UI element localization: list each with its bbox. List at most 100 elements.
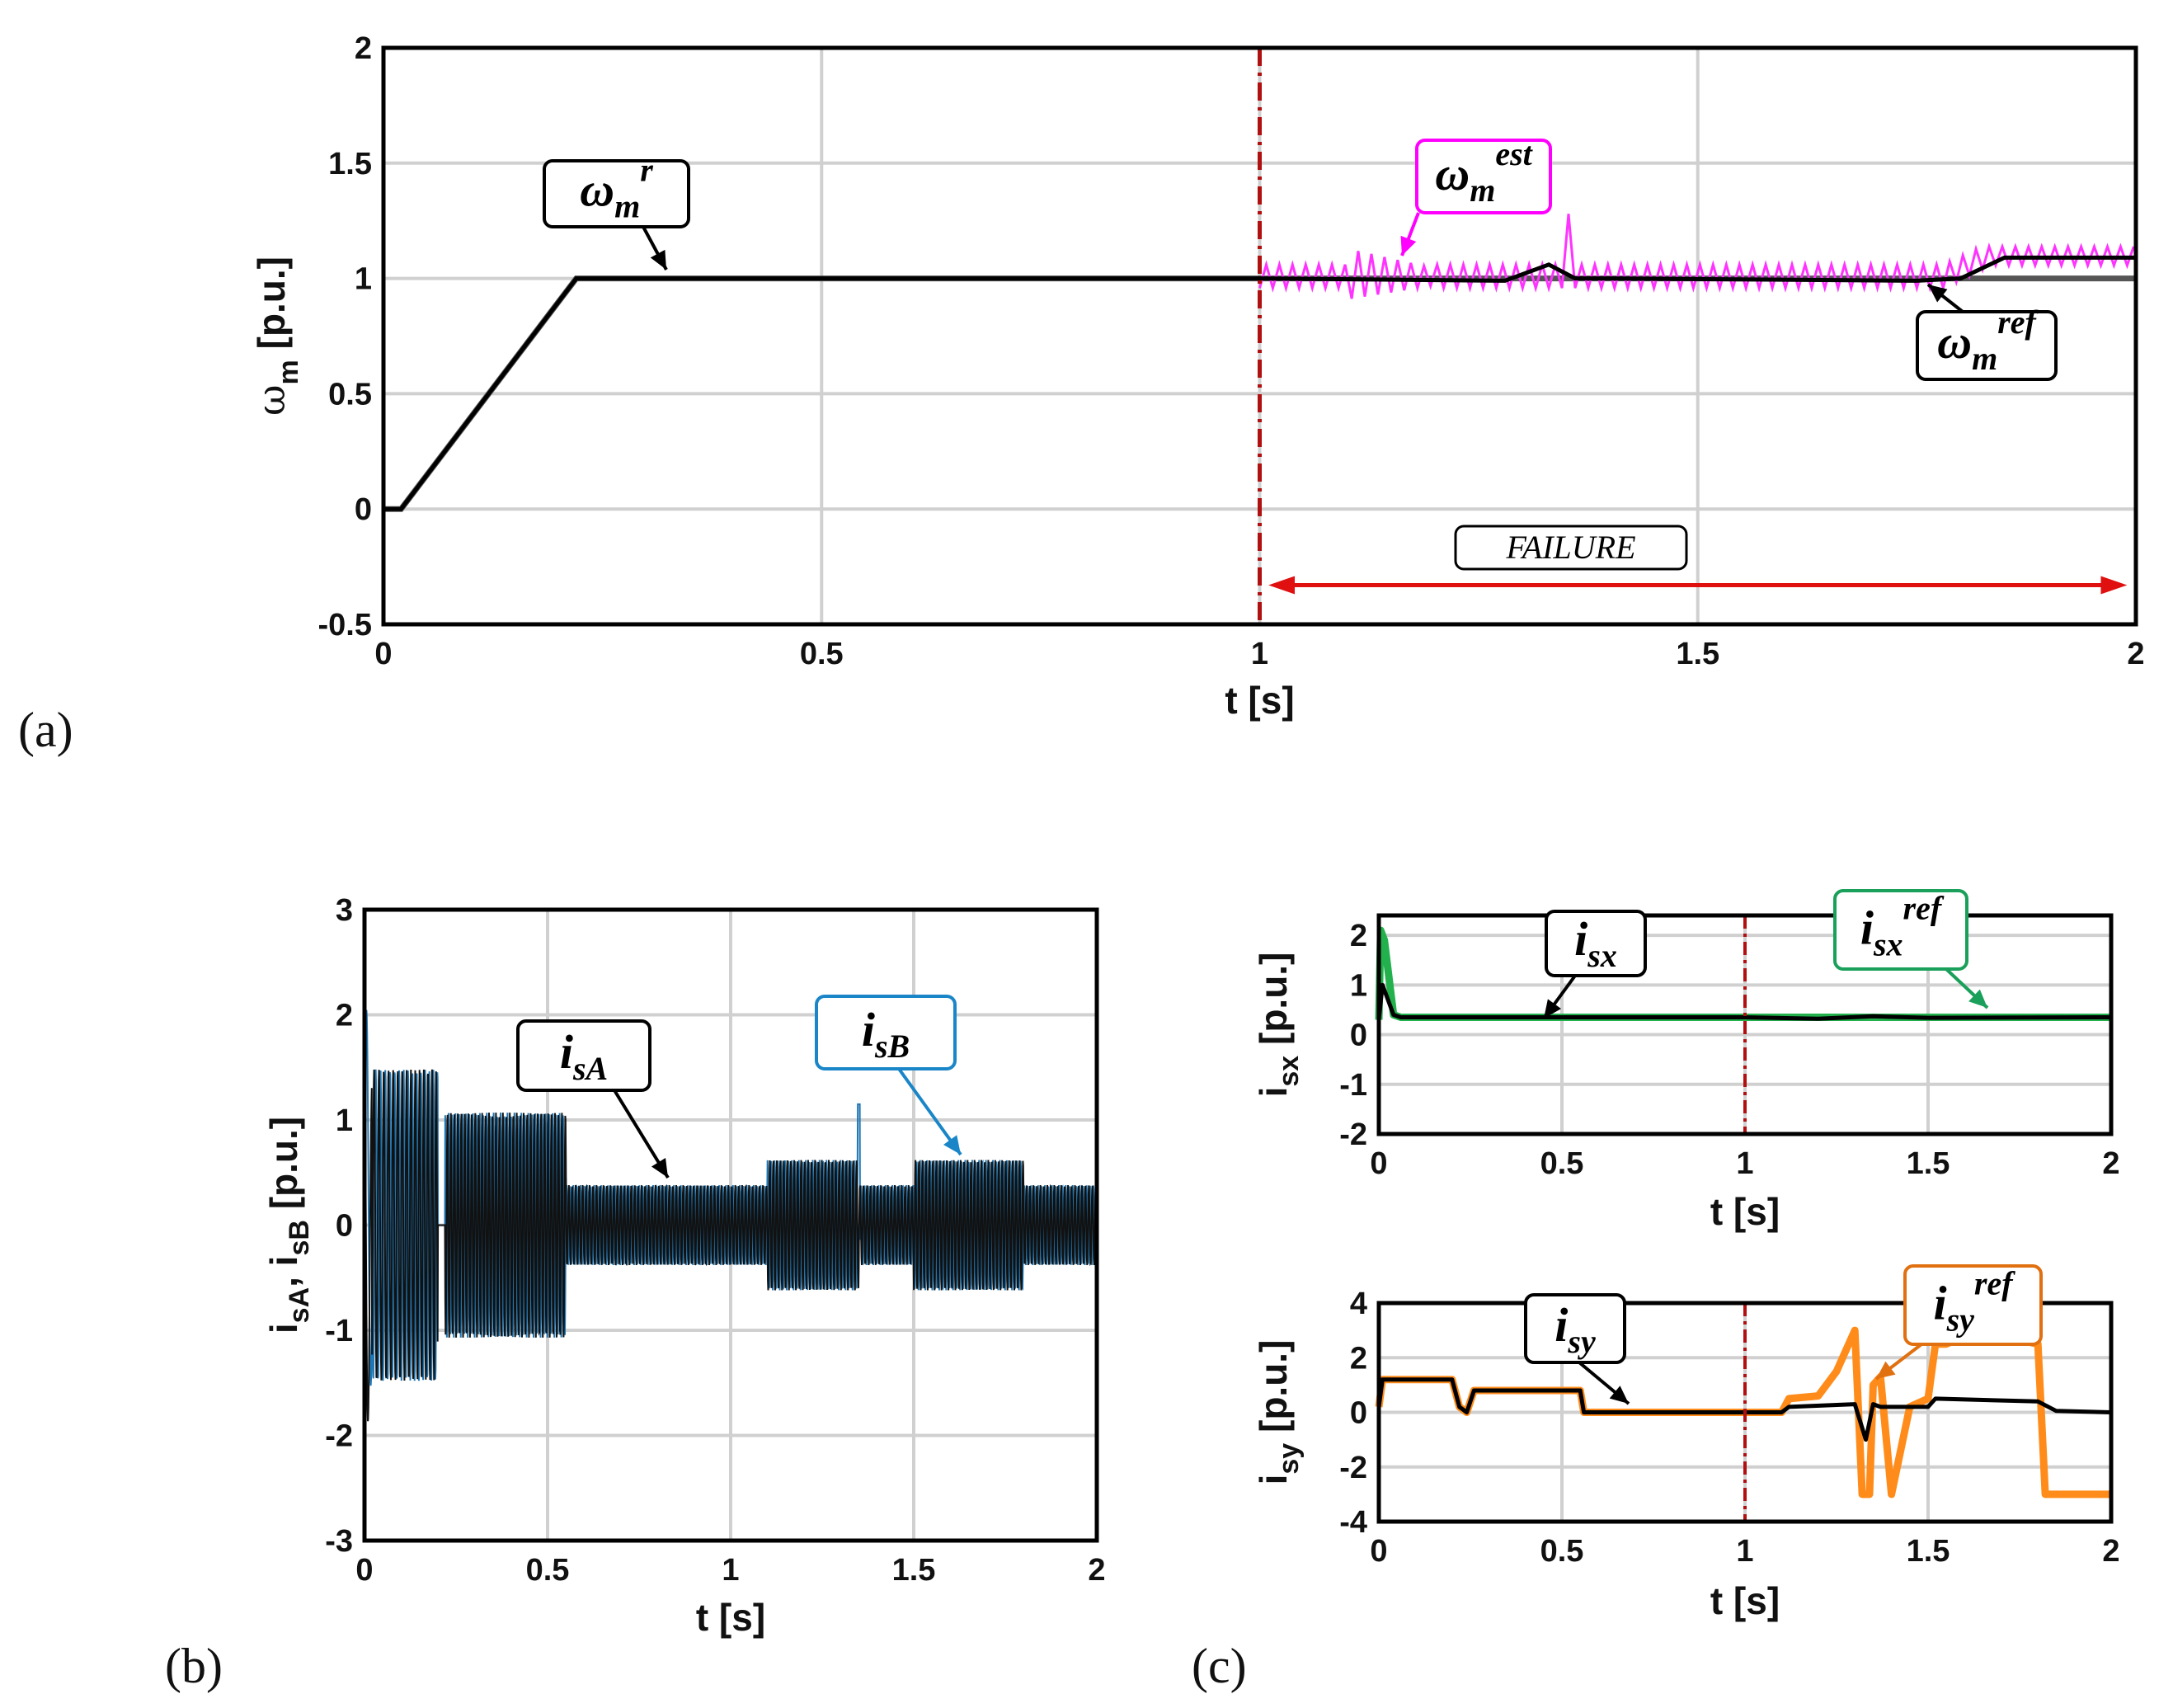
series-isA (364, 1014, 1098, 1422)
ylabel-part: [p.u.] (262, 1117, 305, 1220)
callout-sub: sy (1567, 1323, 1596, 1360)
callout-label: isxref (1833, 889, 1989, 1009)
callout-box (1833, 889, 1968, 971)
ylabel-part: [p.u.] (1252, 953, 1295, 1056)
x-tick-label: 0.5 (800, 637, 844, 671)
callout-arrowhead (1876, 1361, 1896, 1379)
x-tick-label: 0.5 (526, 1553, 570, 1588)
ylabel-part: i (1252, 1087, 1295, 1098)
callout-arrowhead (1928, 285, 1948, 303)
y-tick-label: 2 (355, 31, 372, 66)
panel-label-b: (b) (165, 1639, 223, 1693)
callout-sub: sB (874, 1028, 910, 1065)
callout-arrowhead (1544, 999, 1562, 1019)
y-tick-label: 1 (355, 262, 372, 297)
x-tick-label: 1.5 (1907, 1534, 1950, 1569)
y-tick-label: 0 (355, 492, 372, 527)
failure-box (1454, 525, 1688, 571)
x-tick-label: 2 (2102, 1534, 2119, 1569)
series-omega-r (383, 255, 2136, 511)
y-tick-label: 1 (1350, 968, 1367, 1003)
callout-box (1415, 139, 1552, 214)
y-tick-label: -2 (1339, 1117, 1367, 1152)
callout-label: isB (815, 995, 962, 1156)
y-tick-label: 3 (336, 893, 353, 928)
callout-base: i (560, 1025, 573, 1079)
callout-label: ωmref (1916, 283, 2058, 381)
callout-base: i (862, 1003, 875, 1056)
callout-sub: sx (1587, 937, 1617, 974)
plot-frame (381, 45, 2138, 627)
y-tick-label: 1 (336, 1103, 353, 1138)
y-tick-label: 4 (1350, 1287, 1367, 1321)
failure-arrowhead-right (2100, 576, 2128, 595)
x-tick-label: 2 (2102, 1146, 2119, 1181)
callout-sub: m (1972, 340, 1997, 377)
panel-label-c: (c) (1192, 1639, 1247, 1693)
callout-text: isA (560, 1025, 608, 1087)
callout-label: isx (1542, 910, 1647, 1020)
callout-sub: sy (1946, 1301, 1975, 1339)
x-tick-label: 0.5 (1540, 1534, 1584, 1569)
callout-arrowhead (1609, 1386, 1629, 1404)
y-tick-label: -1 (1339, 1068, 1367, 1103)
ylabel-part: [p.u.] (1252, 1340, 1295, 1443)
ylabel-main: ω (249, 384, 294, 416)
callout-box (815, 995, 957, 1070)
ylabel-part: sA (284, 1287, 315, 1323)
x-tick-label: 1.5 (1676, 637, 1719, 671)
ylabel-part: i (262, 1323, 305, 1334)
callout-base: ω (1435, 147, 1470, 200)
y-tick-label: 2 (1350, 1341, 1367, 1376)
y-tick-label: -2 (325, 1419, 353, 1454)
callout-box (1524, 1293, 1626, 1364)
plot-frame (1376, 1301, 2114, 1524)
callout-sup: ref (1974, 1265, 2015, 1302)
chart-a: 0 0.5 1 1.5 2-0.500.511.52t [s]ωm [p.u.]FAIL… (249, 31, 2145, 722)
y-tick-label: -4 (1339, 1505, 1367, 1540)
ylabel-part: sy (1273, 1443, 1305, 1475)
callout-text: isxref (1860, 890, 1945, 963)
callout-sub: m (1470, 172, 1495, 209)
callout-box (516, 1019, 651, 1092)
x-tick-label: 0.5 (1540, 1146, 1584, 1181)
callout-base: ω (1937, 315, 1972, 369)
y-tick-label: 0 (1350, 1396, 1367, 1431)
callout-arrowhead (651, 1158, 668, 1178)
x-tick-label: 0 (374, 637, 392, 671)
ylabel-sub: m (273, 360, 304, 384)
y-tick-label: 2 (1350, 919, 1367, 953)
callout-label: ωmr (543, 151, 690, 271)
failure-label: FAILURE (1505, 529, 1635, 566)
callout-base: i (1574, 912, 1587, 966)
y-tick-label: -0.5 (318, 608, 372, 642)
callout-text: isx (1574, 912, 1617, 974)
y-axis-label: isy [p.u.] (1252, 1340, 1305, 1485)
series-actual (1376, 982, 2112, 1021)
callout-box (1916, 310, 2058, 381)
x-tick-label: 1 (1736, 1146, 1753, 1181)
x-tick-label: 1 (1736, 1534, 1753, 1569)
x-tick-label: 2 (2127, 637, 2144, 671)
callout-arrowhead (650, 249, 666, 270)
callout-base: i (1860, 901, 1874, 955)
callout-sub: sx (1873, 926, 1903, 963)
callout-sup: est (1495, 135, 1533, 172)
x-axis-label: t [s] (1710, 1190, 1780, 1233)
y-tick-label: 0 (1350, 1019, 1367, 1053)
x-tick-label: 1.5 (892, 1553, 936, 1588)
x-axis-label: t [s] (1710, 1579, 1780, 1622)
x-tick-label: 1 (722, 1553, 739, 1588)
plot-frame (362, 907, 1099, 1543)
y-axis-label: isx [p.u.] (1252, 953, 1305, 1098)
y-tick-label: -2 (1339, 1451, 1367, 1485)
ylabel-part: sB (284, 1220, 315, 1255)
x-tick-label: 0 (1370, 1146, 1387, 1181)
x-axis-label: t [s] (1225, 679, 1294, 722)
callout-box (543, 159, 690, 228)
callout-box (1545, 910, 1647, 977)
x-tick-label: 2 (1088, 1553, 1105, 1588)
callout-text: isyref (1933, 1265, 2015, 1339)
